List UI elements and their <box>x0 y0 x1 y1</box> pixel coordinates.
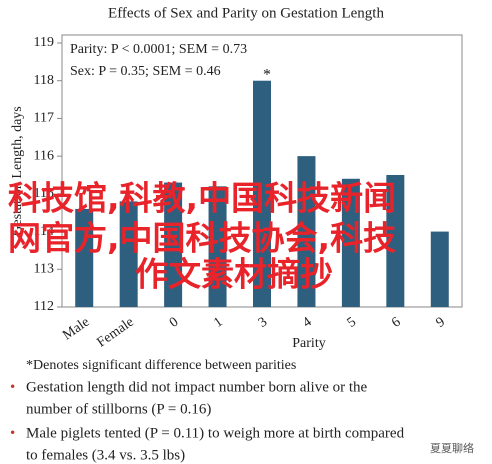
bar <box>119 201 138 307</box>
bullet-text: number of stillborns (P = 0.16) <box>26 401 211 417</box>
x-tick-label: 4 <box>300 315 314 331</box>
annotation: Parity: P < 0.0001; SEM = 0.73 <box>70 42 247 57</box>
y-tick-label: 113 <box>34 262 54 277</box>
bar <box>164 182 183 307</box>
x-tick-label: 0 <box>167 315 181 331</box>
y-axis-label: Gestation Length, days <box>10 106 25 235</box>
x-axis-label: Parity <box>292 336 325 351</box>
bar <box>253 80 271 307</box>
annotation: Sex: P = 0.35; SEM = 0.46 <box>70 64 221 79</box>
x-tick-label: 6 <box>389 315 403 331</box>
bar <box>297 156 316 307</box>
x-tick-label: Female <box>94 315 136 351</box>
bullet: • <box>10 425 15 441</box>
bar <box>208 186 227 307</box>
x-tick-label: 3 <box>256 315 270 331</box>
chart-title: Effects of Sex and Parity on Gestation L… <box>108 5 384 21</box>
bullet-text: to females (3.4 vs. 3.5 lbs) <box>26 447 185 463</box>
significance-star: * <box>263 67 271 84</box>
bar <box>341 178 360 307</box>
bullet: • <box>10 379 15 395</box>
x-tick-label: 5 <box>345 315 359 331</box>
footnote: *Denotes significant difference between … <box>26 358 296 373</box>
plot-area: 112 113 114 115 116 117 118 119 Male Female 0 1 3 4 5 6… <box>34 34 463 351</box>
bar <box>75 208 94 307</box>
watermark: 网官方,中国科技协会,科技 <box>8 219 396 258</box>
x-tick-label: 1 <box>211 315 225 331</box>
watermark: 科技馆,科教,中国科技新闻 <box>8 179 396 218</box>
y-tick-label: 115 <box>34 186 54 201</box>
x-tick-label: Male <box>60 315 92 344</box>
y-tick-label: 116 <box>34 148 54 163</box>
bullet-text: Male piglets tented (P = 0.11) to weigh … <box>26 425 405 441</box>
bullet-text: Gestation length did not impact number b… <box>26 379 368 395</box>
y-tick-label: 114 <box>34 224 54 239</box>
y-tick-label: 119 <box>34 35 54 50</box>
logo: 夏夏聊络 <box>430 441 474 455</box>
y-tick-label: 112 <box>34 299 54 314</box>
y-tick-label: 117 <box>34 111 54 126</box>
x-tick-label: 9 <box>434 315 448 331</box>
bar <box>430 231 449 307</box>
watermark: 作文素材摘抄 <box>135 255 333 294</box>
y-tick-label: 118 <box>34 73 54 88</box>
bar <box>386 175 405 307</box>
